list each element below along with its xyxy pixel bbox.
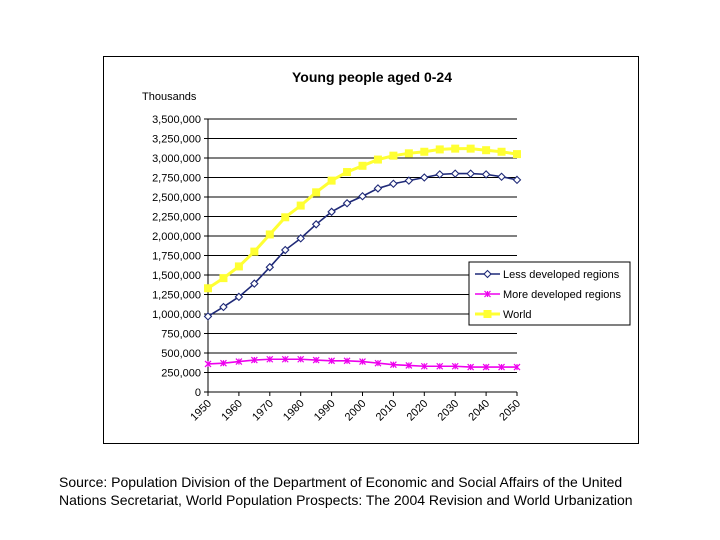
legend-label: World xyxy=(503,309,532,321)
data-point xyxy=(234,292,244,302)
series-world xyxy=(204,144,521,293)
data-point xyxy=(250,247,259,256)
data-point xyxy=(451,144,460,153)
x-tick-label: 1950 xyxy=(188,398,214,424)
y-tick-label: 500,000 xyxy=(161,348,201,360)
data-point xyxy=(250,279,259,288)
x-tick-label: 1960 xyxy=(219,398,245,424)
data-point xyxy=(512,175,522,185)
data-point xyxy=(466,169,475,178)
data-point xyxy=(358,161,367,170)
data-point xyxy=(389,179,398,189)
data-point xyxy=(481,170,491,179)
data-point xyxy=(265,262,275,272)
y-tick-label: 1,250,000 xyxy=(152,290,201,302)
data-point xyxy=(404,176,414,185)
series-less-developed-regions xyxy=(203,169,522,321)
data-point xyxy=(219,302,228,312)
legend-item: More developed regions xyxy=(475,289,622,301)
x-tick-label: 2000 xyxy=(343,398,369,424)
y-tick-label: 3,250,000 xyxy=(152,134,201,146)
data-point xyxy=(435,145,444,154)
y-tick-label: 2,750,000 xyxy=(152,173,201,185)
x-tick-label: 1990 xyxy=(312,398,338,424)
legend-item: Less developed regions xyxy=(475,269,620,281)
data-point xyxy=(219,274,228,283)
x-tick-label: 2020 xyxy=(405,398,431,424)
x-tick-label: 2040 xyxy=(466,398,492,424)
data-point xyxy=(204,284,212,293)
data-point xyxy=(450,169,460,178)
source-note: Source: Population Division of the Depar… xyxy=(59,473,709,509)
data-point xyxy=(466,144,475,153)
x-tick-label: 2010 xyxy=(374,398,400,424)
data-point xyxy=(312,188,321,197)
data-point xyxy=(296,234,305,243)
data-point xyxy=(404,149,413,158)
data-point xyxy=(513,150,521,159)
y-tick-label: 3,500,000 xyxy=(152,114,201,126)
series-more-developed-regions xyxy=(204,355,521,371)
chart-svg: Young people aged 0-24 Thousands 0 250,000 5… xyxy=(142,69,631,424)
data-point xyxy=(343,168,352,177)
data-point xyxy=(311,220,321,229)
y-tick-label: 1,000,000 xyxy=(152,309,201,321)
y-tick-label: 1,500,000 xyxy=(152,270,201,282)
y-tick-label: 750,000 xyxy=(161,329,201,341)
chart-title: Young people aged 0-24 xyxy=(292,69,452,85)
data-point xyxy=(483,269,492,279)
legend-label: More developed regions xyxy=(503,289,622,301)
data-point xyxy=(327,176,336,185)
legend: Less developed regions More developed reg… xyxy=(468,261,631,326)
y-tick-label: 250,000 xyxy=(161,368,201,380)
legend-label: Less developed regions xyxy=(503,269,620,281)
y-tick-label: 1,750,000 xyxy=(152,251,201,263)
data-point xyxy=(342,198,352,208)
x-tick-label: 1980 xyxy=(281,398,307,424)
x-tick-label: 2050 xyxy=(497,398,523,424)
data-point xyxy=(280,245,290,255)
y-tick-label: 3,000,000 xyxy=(152,153,201,165)
data-point xyxy=(265,230,274,239)
data-point xyxy=(482,146,491,155)
x-tick-label: 1970 xyxy=(250,398,276,424)
chart-frame: Young people aged 0-24 Thousands 0 250,000 5… xyxy=(103,56,639,444)
y-axis-label: Thousands xyxy=(142,91,197,103)
data-point xyxy=(373,184,383,193)
y-tick-label: 0 xyxy=(195,387,201,399)
data-point xyxy=(435,170,445,179)
data-point xyxy=(420,147,429,156)
data-point xyxy=(358,191,367,201)
y-tick-label: 2,000,000 xyxy=(152,231,201,243)
y-tick-label: 2,250,000 xyxy=(152,212,201,224)
data-point xyxy=(497,172,506,181)
source-line-1: Source: Population Division of the Depar… xyxy=(59,474,623,490)
data-point xyxy=(483,310,492,318)
data-point xyxy=(203,312,213,321)
data-point xyxy=(420,173,429,182)
y-tick-label: 2,500,000 xyxy=(152,192,201,204)
data-point xyxy=(373,155,382,164)
data-point xyxy=(497,147,506,156)
x-tick-label: 2030 xyxy=(436,398,462,424)
data-point xyxy=(281,213,290,222)
data-point xyxy=(389,151,398,160)
data-point xyxy=(296,201,305,210)
legend-item: World xyxy=(475,309,532,321)
data-point xyxy=(234,262,243,271)
data-point xyxy=(327,207,336,217)
source-line-2: Nations Secretariat, World Population Pr… xyxy=(59,492,633,508)
